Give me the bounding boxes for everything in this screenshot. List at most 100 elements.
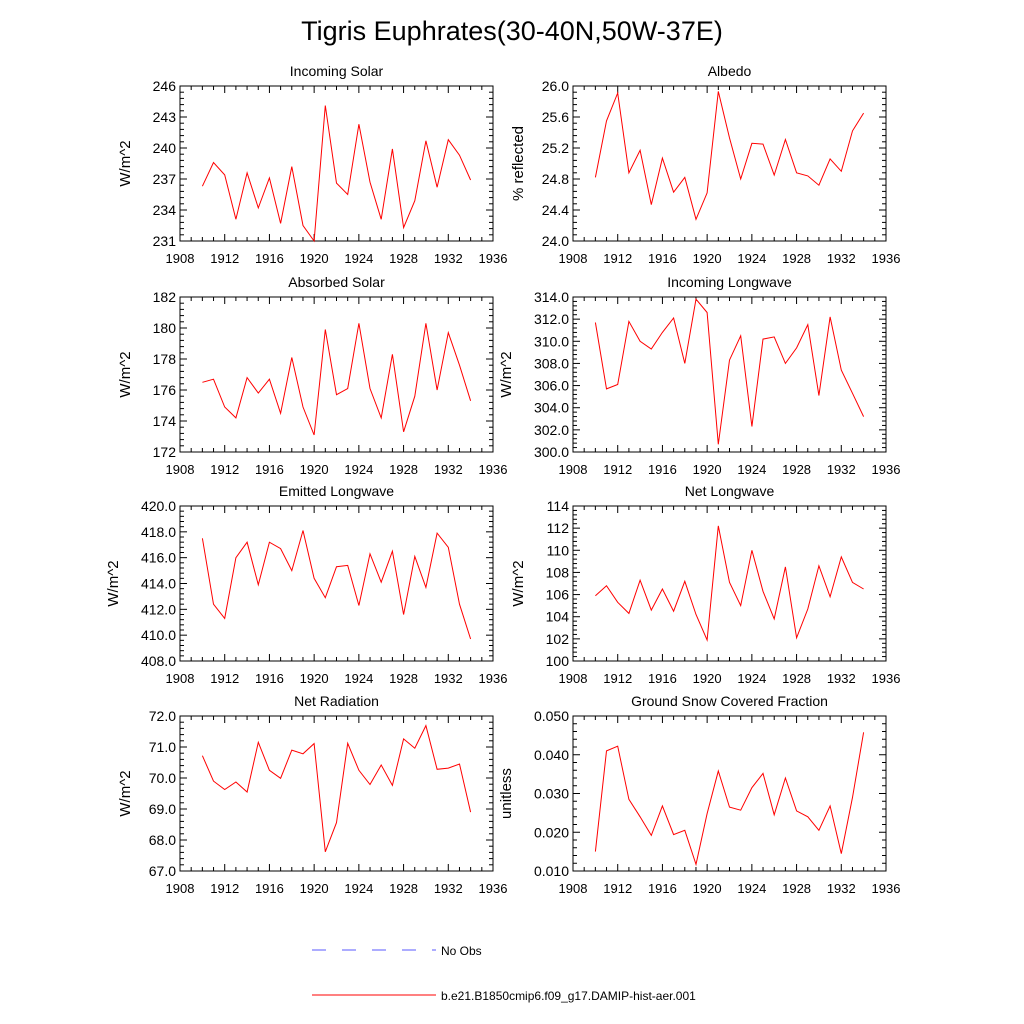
y-tick-label: 420.0 bbox=[141, 498, 176, 514]
panel-title: Emitted Longwave bbox=[279, 483, 394, 499]
x-tick-label: 1916 bbox=[648, 881, 677, 896]
x-tick-label: 1912 bbox=[603, 671, 632, 686]
x-tick-label: 1924 bbox=[737, 251, 766, 266]
x-tick-label: 1916 bbox=[255, 462, 284, 477]
x-tick-label: 1928 bbox=[782, 881, 811, 896]
plot-frame bbox=[572, 715, 887, 872]
y-tick-label: 182 bbox=[153, 289, 177, 305]
y-axis-label: W/m^2 bbox=[105, 560, 122, 606]
y-tick-label: 414.0 bbox=[141, 576, 176, 592]
y-tick-label: 234 bbox=[153, 202, 177, 218]
x-tick-label: 1908 bbox=[166, 251, 195, 266]
x-tick-label: 1932 bbox=[434, 881, 463, 896]
x-tick-label: 1920 bbox=[300, 881, 329, 896]
y-tick-label: 25.6 bbox=[542, 109, 569, 125]
chart-panel: Net Radiation 1908 1912 1916 1920 1924 1928 193… bbox=[117, 693, 507, 896]
y-tick-label: 0.010 bbox=[534, 863, 569, 879]
x-tick-label: 1928 bbox=[389, 881, 418, 896]
x-tick-label: 1920 bbox=[300, 251, 329, 266]
panel-title: Incoming Solar bbox=[290, 63, 384, 79]
y-tick-label: 412.0 bbox=[141, 601, 176, 617]
legend-obs-label: No Obs bbox=[441, 944, 482, 958]
x-tick-label: 1928 bbox=[389, 251, 418, 266]
x-tick-label: 1932 bbox=[827, 462, 856, 477]
y-tick-label: 231 bbox=[153, 233, 177, 249]
x-tick-label: 1912 bbox=[210, 881, 239, 896]
y-tick-label: 24.8 bbox=[542, 171, 569, 187]
y-tick-label: 240 bbox=[153, 140, 177, 156]
x-tick-label: 1924 bbox=[737, 462, 766, 477]
series-line bbox=[201, 724, 472, 852]
y-tick-label: 416.0 bbox=[141, 550, 176, 566]
y-tick-label: 100 bbox=[546, 653, 570, 669]
x-tick-label: 1908 bbox=[559, 251, 588, 266]
x-tick-label: 1928 bbox=[782, 462, 811, 477]
panel-title: Albedo bbox=[708, 63, 752, 79]
x-tick-label: 1936 bbox=[872, 462, 901, 477]
x-tick-label: 1928 bbox=[782, 251, 811, 266]
series-line bbox=[201, 530, 472, 640]
x-tick-label: 1912 bbox=[603, 462, 632, 477]
y-tick-label: 25.2 bbox=[542, 140, 569, 156]
y-tick-label: 114 bbox=[547, 498, 570, 514]
x-tick-label: 1932 bbox=[827, 251, 856, 266]
x-tick-label: 1912 bbox=[210, 251, 239, 266]
x-tick-label: 1936 bbox=[479, 251, 508, 266]
y-tick-label: 178 bbox=[153, 351, 177, 367]
chart-panel: Albedo 1908 1912 1916 1920 1924 1928 1932 1936 24… bbox=[510, 63, 900, 266]
y-tick-label: 26.0 bbox=[542, 78, 569, 94]
y-tick-label: 0.040 bbox=[534, 747, 569, 763]
series-line bbox=[594, 298, 865, 445]
y-tick-label: 72.0 bbox=[149, 708, 176, 724]
y-tick-label: 308.0 bbox=[534, 355, 569, 371]
panel-title: Absorbed Solar bbox=[288, 274, 385, 290]
y-tick-label: 104 bbox=[546, 609, 570, 625]
y-tick-label: 24.0 bbox=[542, 233, 569, 249]
y-axis-label: W/m^2 bbox=[510, 560, 527, 606]
panel-title: Ground Snow Covered Fraction bbox=[631, 693, 828, 709]
x-tick-label: 1916 bbox=[648, 462, 677, 477]
legend-model-label: b.e21.B1850cmip6.f09_g17.DAMIP-hist-aer.… bbox=[441, 989, 696, 1003]
x-tick-label: 1920 bbox=[300, 462, 329, 477]
y-axis-label: W/m^2 bbox=[117, 770, 134, 816]
y-tick-label: 176 bbox=[153, 382, 177, 398]
series-line bbox=[594, 732, 865, 867]
series-line bbox=[201, 105, 472, 243]
y-tick-label: 108 bbox=[546, 564, 570, 580]
y-tick-label: 312.0 bbox=[534, 311, 569, 327]
x-tick-label: 1920 bbox=[693, 881, 722, 896]
y-tick-label: 67.0 bbox=[149, 863, 176, 879]
x-tick-label: 1920 bbox=[300, 671, 329, 686]
series-line bbox=[594, 91, 865, 221]
x-tick-label: 1912 bbox=[210, 671, 239, 686]
y-tick-label: 112 bbox=[547, 520, 570, 536]
x-tick-label: 1924 bbox=[344, 251, 373, 266]
y-tick-label: 314.0 bbox=[534, 289, 569, 305]
y-tick-label: 0.030 bbox=[534, 786, 569, 802]
x-tick-label: 1920 bbox=[693, 671, 722, 686]
y-tick-label: 0.020 bbox=[534, 824, 569, 840]
figure-title: Tigris Euphrates(30-40N,50W-37E) bbox=[301, 16, 723, 46]
panel-title: Incoming Longwave bbox=[667, 274, 792, 290]
y-tick-label: 237 bbox=[153, 171, 177, 187]
x-tick-label: 1912 bbox=[603, 881, 632, 896]
y-tick-label: 418.0 bbox=[141, 524, 176, 540]
x-tick-label: 1916 bbox=[648, 671, 677, 686]
y-axis-label: W/m^2 bbox=[498, 351, 515, 397]
x-tick-label: 1932 bbox=[827, 671, 856, 686]
x-tick-label: 1924 bbox=[737, 671, 766, 686]
x-tick-label: 1920 bbox=[693, 462, 722, 477]
y-tick-label: 68.0 bbox=[149, 832, 176, 848]
x-tick-label: 1928 bbox=[782, 671, 811, 686]
chart-panel: Incoming Longwave 1908 1912 1916 1920 1924 192… bbox=[498, 274, 900, 477]
y-axis-label: % reflected bbox=[510, 126, 527, 201]
y-tick-label: 180 bbox=[153, 320, 177, 336]
y-tick-label: 24.4 bbox=[542, 202, 569, 218]
y-axis-label: W/m^2 bbox=[117, 351, 134, 397]
y-tick-label: 306.0 bbox=[534, 378, 569, 394]
x-tick-label: 1912 bbox=[210, 462, 239, 477]
y-tick-label: 246 bbox=[153, 78, 177, 94]
y-tick-label: 102 bbox=[546, 631, 570, 647]
series-line bbox=[202, 323, 472, 436]
